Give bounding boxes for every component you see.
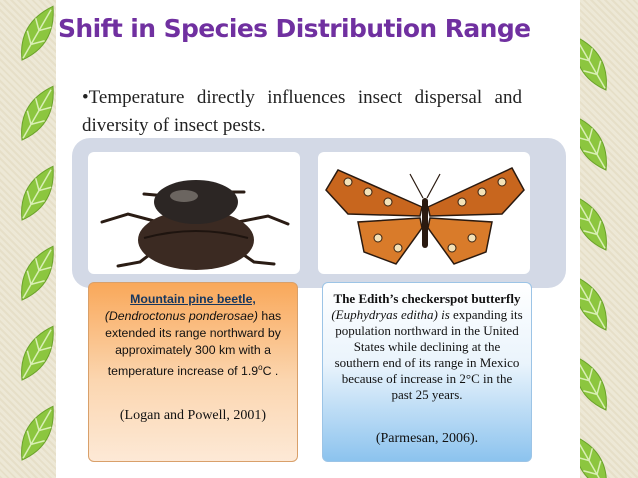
caption-body: expanding its population northward in th… <box>334 307 523 402</box>
caption-body: has extended its range northward by appr… <box>105 309 282 379</box>
latin-name: (Euphydryas editha) <box>331 307 438 322</box>
beetle-caption: Mountain pine beetle, (Dendroctonus ponde… <box>88 282 298 462</box>
unit: C . <box>262 364 279 379</box>
leaf <box>21 85 54 141</box>
species-name: The Edith’s checkerspot butterfly <box>333 291 521 306</box>
superscript: o <box>258 363 263 372</box>
leaf <box>21 5 54 61</box>
species-name: Mountain pine beetle, <box>130 292 256 306</box>
leaf <box>21 325 54 381</box>
caption-text: The Edith’s checkerspot butterfly (Euphy… <box>331 291 523 403</box>
citation: (Logan and Powell, 2001) <box>119 408 267 423</box>
citation: (Parmesan, 2006). <box>375 431 479 446</box>
beetle-image <box>88 152 300 274</box>
caption-text: Mountain pine beetle, (Dendroctonus ponde… <box>95 291 291 380</box>
leaf <box>21 405 54 461</box>
latin-name: (Dendroctonus ponderosae) <box>104 309 258 323</box>
slide-title: Shift in Species Distribution Range <box>58 14 531 43</box>
verb: is <box>441 307 450 322</box>
leaf <box>21 165 54 221</box>
butterfly-caption: The Edith’s checkerspot butterfly (Euphy… <box>322 282 532 462</box>
leaf <box>21 245 54 301</box>
leaf <box>574 195 607 251</box>
butterfly-image <box>318 152 530 274</box>
bullet-text: •Temperature directly influences insect … <box>82 87 522 136</box>
